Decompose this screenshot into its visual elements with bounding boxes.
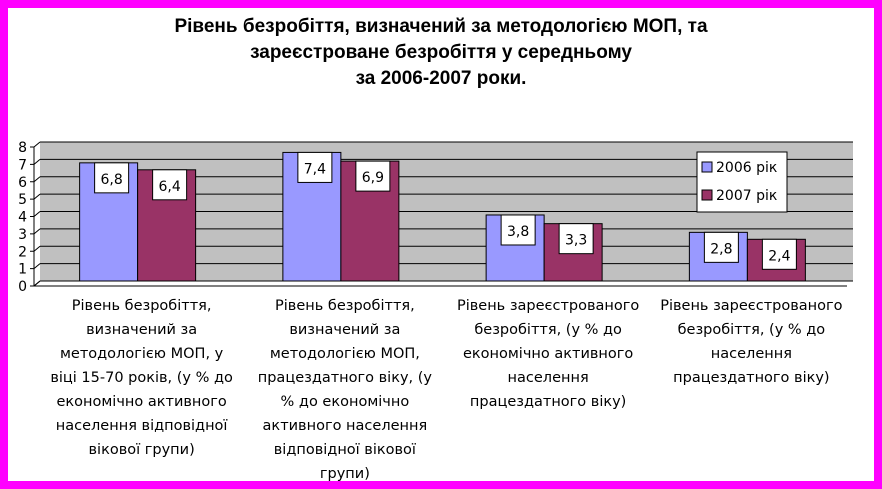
category-label-line: населення <box>507 370 589 386</box>
category-label-line: економічно активного <box>56 394 227 410</box>
category-label-line: економічно активного <box>462 346 634 362</box>
category-label-line: групи) <box>319 466 370 482</box>
data-label: 3,3 <box>565 233 587 249</box>
category-label: Рівень зареєстрованого безробіття, (у % д… <box>641 294 861 390</box>
legend-swatch <box>701 161 713 173</box>
data-label: 3,8 <box>507 224 529 240</box>
category-label-line: Рівень безробіття, <box>71 298 212 314</box>
category-label-line: Рівень зареєстрованого <box>456 298 640 314</box>
chart-title-line-1: Рівень безробіття, визначений за методол… <box>174 16 708 37</box>
chart-title: Рівень безробіття, визначений за методол… <box>0 14 882 92</box>
category-label-line: працездатного віку, (у <box>257 370 432 386</box>
data-label-box <box>761 238 797 270</box>
legend-entry: 2006 рік <box>716 160 777 176</box>
gridline-side <box>33 228 41 235</box>
legend-swatch <box>701 189 713 201</box>
category-label: Рівень безробіття, визначений за методолог… <box>32 294 252 462</box>
data-label: 7,4 <box>304 161 326 177</box>
category-label-line: населення відповідної <box>55 418 228 434</box>
category-label-line: Рівень зареєстрованого <box>660 298 843 314</box>
y-tick-label: 2 <box>18 244 27 260</box>
legend-entry: 2007 рік <box>716 188 777 204</box>
gridline-side <box>33 263 41 270</box>
data-label-box <box>355 160 391 192</box>
category-label-line: визначений за <box>86 322 198 338</box>
category-label-line: безробіття, (у % до <box>677 322 826 338</box>
data-label: 2,8 <box>710 241 732 257</box>
category-label-line: визначений за <box>289 322 401 338</box>
data-label-box <box>703 231 739 263</box>
y-tick-label: 7 <box>18 157 27 173</box>
data-label: 2,4 <box>768 248 790 264</box>
chart-title-line-3: за 2006-2007 роки. <box>355 68 527 89</box>
gridline-side <box>33 193 41 200</box>
category-label: Рівень зареєстрованого безробіття, (у % д… <box>438 294 658 414</box>
chart-title-line-2: зареєстроване безробіття у середньому <box>250 42 632 63</box>
data-label-box <box>152 169 188 201</box>
gridline-side <box>33 211 41 217</box>
category-label-line: % до економічно <box>280 394 410 410</box>
y-tick-label: 5 <box>18 192 27 208</box>
category-label: Рівень безробіття, визначений за методолог… <box>235 294 455 486</box>
data-label-box <box>558 223 594 255</box>
data-label-box <box>500 214 536 246</box>
y-tick-label: 8 <box>18 140 27 156</box>
y-tick-label: 6 <box>18 175 27 191</box>
category-label-line: методологією МОП, <box>269 346 420 362</box>
category-label-line: методологією МОП, у <box>59 346 224 362</box>
category-label-line: працездатного віку) <box>673 370 830 386</box>
category-label-line: відповідної вікової <box>273 442 416 458</box>
y-tick-label: 3 <box>18 227 27 243</box>
gridline-side <box>33 245 41 252</box>
category-label-line: вікової групи) <box>88 442 195 458</box>
category-label-line: активного населення <box>262 418 428 434</box>
y-tick-label: 0 <box>18 279 27 295</box>
category-label-line: Рівень безробіття, <box>275 298 415 314</box>
gridline-side <box>33 141 41 148</box>
gridline-side <box>33 158 41 165</box>
y-tick-label: 4 <box>18 210 27 226</box>
data-label: 6,9 <box>362 170 384 186</box>
gridline-side <box>33 176 41 183</box>
data-label-box <box>94 162 130 194</box>
category-label-line: віці 15-70 років, (у % до <box>50 370 233 386</box>
data-label-box <box>297 151 333 183</box>
data-label: 6,4 <box>158 179 180 195</box>
data-label: 6,8 <box>100 172 122 188</box>
category-label-line: безробіття, (у % до <box>474 322 622 338</box>
gridline-side <box>33 280 41 287</box>
category-label-line: працездатного віку) <box>469 394 627 410</box>
category-label-line: населення <box>710 346 792 362</box>
y-tick-label: 1 <box>18 262 27 278</box>
